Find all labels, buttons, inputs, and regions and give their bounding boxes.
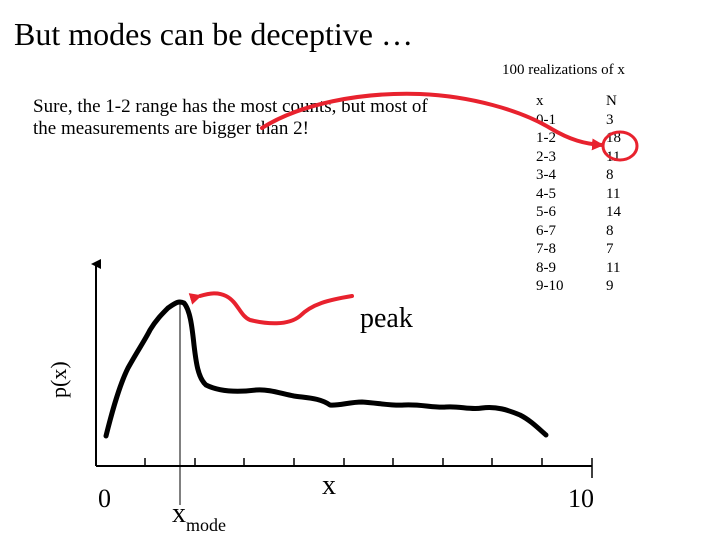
x-axis-ticks (144, 458, 593, 478)
table-cell-count: 11 (606, 259, 621, 276)
mode-label-base: x (172, 498, 186, 529)
note-arrow (260, 91, 604, 151)
table-cell-range: 5-6 (536, 204, 556, 220)
peak-label: peak (360, 303, 413, 334)
y-axis-label: p(x) (46, 361, 71, 398)
highlight-circle (601, 130, 639, 162)
x-axis-start-label: 0 (98, 484, 111, 513)
table-cell-count: 3 (606, 111, 614, 128)
table-header-x: x (536, 93, 544, 109)
table-cell-count: 8 (606, 222, 614, 239)
slide-title: But modes can be deceptive … (14, 16, 413, 52)
density-curve (103, 299, 549, 439)
x-axis-end-label: 10 (568, 484, 594, 513)
table-cell-range: 4-5 (536, 185, 556, 202)
table-cell-count: 11 (606, 185, 621, 202)
table-cell-count: 8 (606, 167, 614, 183)
table-cell-range: 8-9 (536, 259, 556, 276)
mode-label-subscript: mode (186, 515, 226, 535)
table-cell-count: 9 (606, 278, 614, 294)
table-cell-range: 2-3 (536, 148, 556, 165)
table-cell-count: 7 (606, 241, 614, 257)
table-column-x: x 0-1 1-2 2-3 3-4 4-5 5-6 6-7 7-8 8-9 9-… (536, 92, 564, 296)
table-cell-range: 7-8 (536, 241, 556, 257)
table-cell-count: 14 (606, 204, 621, 220)
table-cell-range: 3-4 (536, 167, 556, 183)
peak-arrow (188, 291, 354, 326)
table-header-n: N (606, 93, 617, 109)
table-cell-range: 1-2 (536, 130, 556, 146)
table-cell-range: 9-10 (536, 278, 564, 294)
x-axis-label: x (322, 470, 336, 501)
table-cell-range: 6-7 (536, 222, 556, 239)
table-caption: 100 realizations of x (502, 62, 625, 78)
mode-label: xmode (172, 498, 226, 536)
